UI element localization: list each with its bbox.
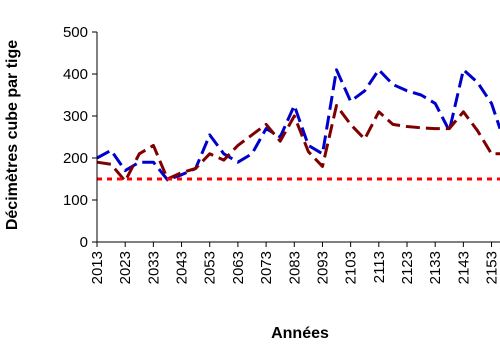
y-axis-title: Décimètres cube par tige — [4, 40, 21, 230]
x-tick-label: 2113 — [371, 251, 388, 283]
x-tick-label: 2053 — [202, 251, 219, 284]
x-tick-label: 2023 — [117, 251, 134, 284]
x-axis-title: Années — [271, 325, 329, 342]
series-line-1 — [96, 68, 500, 182]
y-tick-label: 300 — [63, 108, 88, 125]
x-tick-label: 2033 — [145, 251, 162, 284]
x-tick-label: 2123 — [399, 251, 416, 284]
x-tick-label: 2013 — [89, 251, 106, 284]
y-ticks: 0 100 200 300 400 500 — [63, 24, 97, 251]
x-tick-label: 2063 — [230, 251, 247, 284]
y-tick-label: 400 — [63, 66, 88, 83]
x-ticks: 2013 2023 2033 2043 2053 2063 2073 2083 2093 2103… — [89, 242, 500, 284]
x-tick-label: 2073 — [258, 251, 275, 284]
series-line-2 — [96, 104, 500, 183]
x-tick-label: 2153 — [484, 251, 500, 284]
x-tick-label: 2103 — [343, 251, 360, 284]
y-tick-label: 200 — [63, 150, 88, 167]
x-tick-label: 2143 — [455, 251, 472, 284]
y-tick-label: 0 — [80, 234, 88, 251]
x-tick-label: 2133 — [427, 251, 444, 284]
y-tick-label: 500 — [63, 24, 88, 41]
y-tick-label: 100 — [63, 192, 88, 209]
x-tick-label: 2093 — [314, 251, 331, 284]
x-tick-label: 2043 — [174, 251, 191, 284]
axes: 0 100 200 300 400 500 2013 2023 2033 2043 2053 206… — [63, 24, 500, 284]
x-tick-label: 2083 — [286, 251, 303, 284]
plot-area — [96, 68, 500, 183]
